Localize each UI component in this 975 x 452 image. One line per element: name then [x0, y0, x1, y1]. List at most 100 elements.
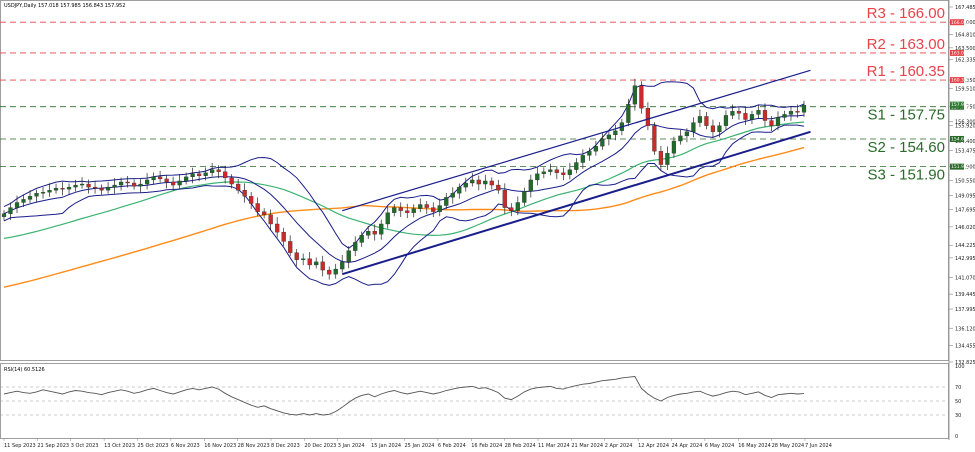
price-tick-label: 142.995: [955, 256, 975, 262]
price-tag-label: 154.600: [951, 137, 970, 143]
candle-bearish: [398, 207, 403, 211]
level-label-r3: R3 - 166.00: [867, 5, 945, 22]
candle-bullish: [66, 186, 72, 190]
date-tick-label: 3 Jan 2024: [338, 443, 365, 449]
candle-bearish: [99, 187, 104, 191]
candle-bearish: [255, 203, 260, 212]
date-tick-label: 20 Dec 2023: [304, 443, 336, 449]
uptrend-support-line: [341, 130, 811, 276]
candle-bullish: [528, 179, 533, 192]
price-tick-label: 160.350: [955, 78, 975, 84]
date-tick-label: 25 Jan 2024: [405, 443, 435, 449]
price-tick-label: 147.695: [955, 208, 975, 214]
price-tick-label: 136.120: [955, 326, 975, 332]
price-tick-label: 134.455: [955, 343, 975, 349]
date-tick-label: 24 Apr 2024: [672, 443, 703, 449]
candle-bearish: [509, 207, 514, 211]
candle-bearish: [268, 214, 273, 225]
price-tag-label: 166.000: [951, 20, 970, 26]
candle-bullish: [515, 202, 520, 211]
price-tag-bg: [950, 135, 964, 142]
candle-bearish: [704, 116, 709, 126]
candle-bearish: [496, 184, 501, 191]
candle-bullish: [522, 191, 527, 203]
candle-bearish: [372, 231, 377, 235]
candle-bearish: [262, 211, 267, 215]
candle-bearish: [652, 125, 657, 152]
date-tick-label: 6 May 2024: [705, 443, 734, 449]
rsi-tick-label: 100: [955, 364, 965, 370]
last-price-bg: [950, 101, 964, 108]
candle-bearish: [288, 241, 293, 253]
candle-bearish: [489, 180, 494, 186]
date-tick-label: 7 Jun 2024: [805, 443, 832, 449]
rsi-tick-label: 50: [955, 399, 961, 405]
candle-bullish: [749, 114, 755, 120]
price-tick-label: 154.400: [955, 139, 975, 145]
candle-bearish: [249, 196, 254, 204]
candle-bearish: [157, 176, 163, 180]
candle-bullish: [301, 258, 306, 260]
candle-bullish: [632, 85, 637, 105]
candle-bullish: [40, 192, 46, 194]
level-label-r2: R2 - 163.00: [867, 36, 945, 53]
candle-bullish: [730, 111, 735, 116]
candle-bearish: [164, 178, 169, 183]
candle-bullish: [353, 242, 358, 251]
candle-bearish: [743, 113, 748, 120]
date-tick-label: 16 May 2024: [738, 443, 771, 449]
candle-bullish: [14, 202, 20, 208]
price-tags-layer: 166.000163.000160.350157.750154.600151.9…: [950, 19, 970, 170]
candle-bearish: [216, 169, 221, 172]
date-tick-label: 21 Mar 2024: [571, 443, 603, 449]
candle-bullish: [105, 186, 111, 191]
candle-bearish: [327, 269, 332, 275]
moving-average-orange-line: [3, 146, 805, 288]
candle-bullish: [483, 180, 488, 185]
candle-bullish: [587, 151, 592, 156]
price-tag-label: 163.000: [951, 51, 970, 57]
candle-bearish: [431, 207, 436, 212]
candle-bullish: [437, 205, 442, 212]
candle-bearish: [275, 223, 280, 233]
date-tick-label: 28 Feb 2024: [505, 443, 536, 449]
candle-bearish: [769, 120, 774, 126]
candle-bullish: [47, 190, 52, 193]
price-axis-ticks: 167.485 166.000 164.810 163.500 162.335 160.3…: [949, 5, 975, 366]
candle-bullish: [444, 197, 449, 206]
date-tick-label: 16 Nov 2023: [204, 443, 236, 449]
candle-bearish: [476, 179, 481, 185]
candle-bearish: [125, 181, 130, 184]
candle-bearish: [236, 183, 241, 191]
price-tick-label: 139.445: [955, 292, 975, 298]
candle-bearish: [795, 111, 800, 113]
candle-bullish: [138, 183, 143, 187]
candle-bullish: [379, 223, 384, 235]
date-tick-label: 12 Apr 2024: [638, 443, 669, 449]
candle-bullish: [340, 261, 345, 270]
candle-bullish: [606, 134, 611, 140]
candle-bullish: [144, 179, 150, 185]
candle-bullish: [470, 179, 475, 184]
date-tick-label: 16 Feb 2024: [471, 443, 502, 449]
last-price-label: 157.952: [951, 102, 970, 108]
level-label-s2: S2 - 154.60: [867, 139, 945, 156]
price-tick-label: 137.995: [955, 307, 975, 313]
price-tick-label: 146.020: [955, 225, 975, 231]
date-tick-label: 11 Sep 2023: [4, 443, 36, 449]
candle-bearish: [171, 181, 176, 186]
price-tag-label: 151.900: [951, 164, 970, 170]
date-axis-labels: 11 Sep 2023 21 Sep 2023 3 Oct 2023 13 Oct 2…: [3, 438, 832, 449]
candle-bullish: [53, 187, 59, 191]
candle-bullish: [541, 171, 546, 174]
candle-bearish: [710, 125, 716, 132]
candle-bullish: [788, 111, 794, 115]
candle-bearish: [502, 190, 507, 208]
price-tick-label: 156.300: [955, 120, 975, 126]
rsi-tick-label: 70: [955, 385, 961, 391]
uptrend-resistance-line: [342, 69, 811, 212]
candle-bearish: [639, 85, 644, 109]
price-tick-label: 163.500: [955, 46, 975, 52]
price-tick-label: 155.920: [955, 123, 975, 129]
candle-bearish: [242, 190, 247, 197]
